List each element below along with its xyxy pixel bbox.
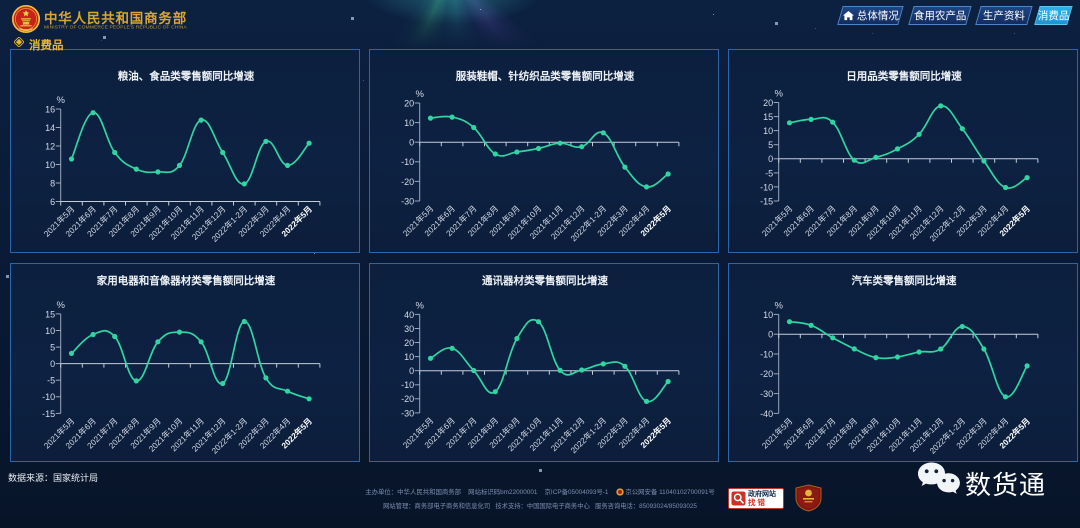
svg-text:-10: -10 — [760, 349, 773, 359]
svg-text:服装鞋帽、针纺织品类零售额同比增速: 服装鞋帽、针纺织品类零售额同比增速 — [456, 70, 635, 83]
svg-text:0: 0 — [50, 359, 55, 369]
svg-text:10: 10 — [763, 309, 773, 319]
svg-text:-10: -10 — [401, 157, 414, 167]
svg-text:-5: -5 — [765, 168, 773, 178]
svg-text:10: 10 — [45, 325, 55, 335]
svg-text:-10: -10 — [42, 392, 55, 402]
svg-text:5: 5 — [768, 140, 773, 150]
svg-text:%: % — [415, 300, 424, 311]
svg-text:16: 16 — [45, 104, 55, 114]
svg-text:10: 10 — [45, 160, 55, 170]
svg-text:10: 10 — [404, 352, 414, 362]
svg-text:-20: -20 — [401, 394, 414, 404]
svg-text:-30: -30 — [401, 196, 414, 206]
svg-text:家用电器和音像器材类零售额同比增速: 家用电器和音像器材类零售额同比增速 — [97, 274, 276, 287]
svg-text:通讯器材类零售额同比增速: 通讯器材类零售额同比增速 — [482, 274, 608, 287]
svg-text:8: 8 — [50, 178, 55, 188]
svg-text:%: % — [56, 299, 65, 310]
svg-text:-40: -40 — [760, 408, 773, 418]
svg-text:-30: -30 — [401, 408, 414, 418]
svg-text:-15: -15 — [760, 196, 773, 206]
svg-text:%: % — [415, 89, 424, 100]
svg-text:-10: -10 — [760, 182, 773, 192]
svg-text:-5: -5 — [47, 375, 55, 385]
svg-text:0: 0 — [409, 366, 414, 376]
svg-text:15: 15 — [763, 112, 773, 122]
svg-text:%: % — [56, 95, 65, 106]
svg-text:粮油、食品类零售额同比增速: 粮油、食品类零售额同比增速 — [118, 70, 255, 83]
svg-text:%: % — [774, 300, 783, 311]
svg-text:6: 6 — [50, 197, 55, 207]
svg-text:-10: -10 — [401, 380, 414, 390]
svg-text:5: 5 — [50, 342, 55, 352]
svg-text:40: 40 — [404, 309, 414, 319]
svg-text:-20: -20 — [760, 369, 773, 379]
svg-text:%: % — [774, 89, 783, 100]
svg-text:20: 20 — [404, 337, 414, 347]
svg-text:30: 30 — [404, 323, 414, 333]
svg-text:-20: -20 — [401, 177, 414, 187]
svg-text:20: 20 — [404, 98, 414, 108]
svg-text:14: 14 — [45, 123, 55, 133]
svg-text:10: 10 — [763, 126, 773, 136]
svg-text:15: 15 — [45, 309, 55, 319]
svg-text:-15: -15 — [42, 408, 55, 418]
svg-text:12: 12 — [45, 141, 55, 151]
svg-text:20: 20 — [763, 98, 773, 108]
svg-text:10: 10 — [404, 118, 414, 128]
svg-text:0: 0 — [409, 138, 414, 148]
svg-text:汽车类零售额同比增速: 汽车类零售额同比增速 — [852, 274, 957, 287]
svg-text:0: 0 — [768, 329, 773, 339]
svg-text:日用品类零售额同比增速: 日用品类零售额同比增速 — [846, 70, 962, 83]
svg-text:0: 0 — [768, 154, 773, 164]
svg-text:-30: -30 — [760, 389, 773, 399]
